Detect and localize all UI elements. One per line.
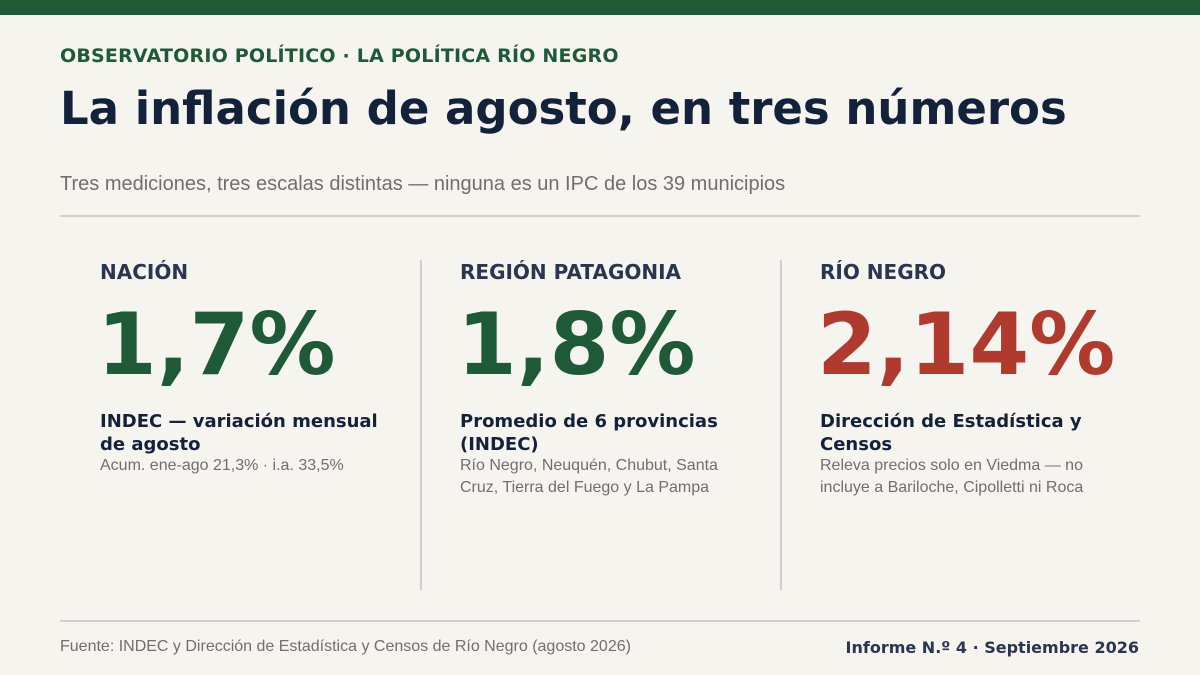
publication-kicker: OBSERVATORIO POLÍTICO · LA POLÍTICA RÍO …: [60, 45, 619, 67]
page-subtitle: Tres mediciones, tres escalas distintas …: [60, 173, 786, 195]
top-accent-bar: [0, 0, 1200, 15]
metric-note: Releva precios solo en Viedma — no inclu…: [820, 457, 1084, 496]
metric-description: Dirección de Estadística y Censos: [820, 411, 1082, 455]
metric-label: REGIÓN PATAGONIA: [460, 260, 682, 284]
metric-value: 2,14%: [817, 295, 1116, 395]
metric-note: Acum. ene-ago 21,3% · i.a. 33,5%: [100, 457, 344, 474]
footer-source: Fuente: INDEC y Dirección de Estadística…: [60, 638, 631, 655]
metric-description: Promedio de 6 provincias (INDEC): [460, 411, 718, 455]
footer-issue: Informe N.º 4 · Septiembre 2026: [845, 638, 1139, 657]
metric-label: RÍO NEGRO: [820, 260, 947, 284]
page-title: La inflación de agosto, en tres números: [60, 82, 1067, 135]
metric-description: INDEC — variación mensual de agosto: [100, 411, 378, 455]
metric-label: NACIÓN: [100, 260, 189, 284]
header-divider: [60, 215, 1140, 217]
column-divider: [420, 260, 422, 590]
footer-divider: [60, 620, 1140, 622]
metric-note: Río Negro, Neuquén, Chubut, Santa Cruz, …: [460, 457, 718, 496]
metric-value: 1,8%: [457, 295, 696, 395]
column-divider: [780, 260, 782, 590]
metric-value: 1,7%: [97, 295, 336, 395]
